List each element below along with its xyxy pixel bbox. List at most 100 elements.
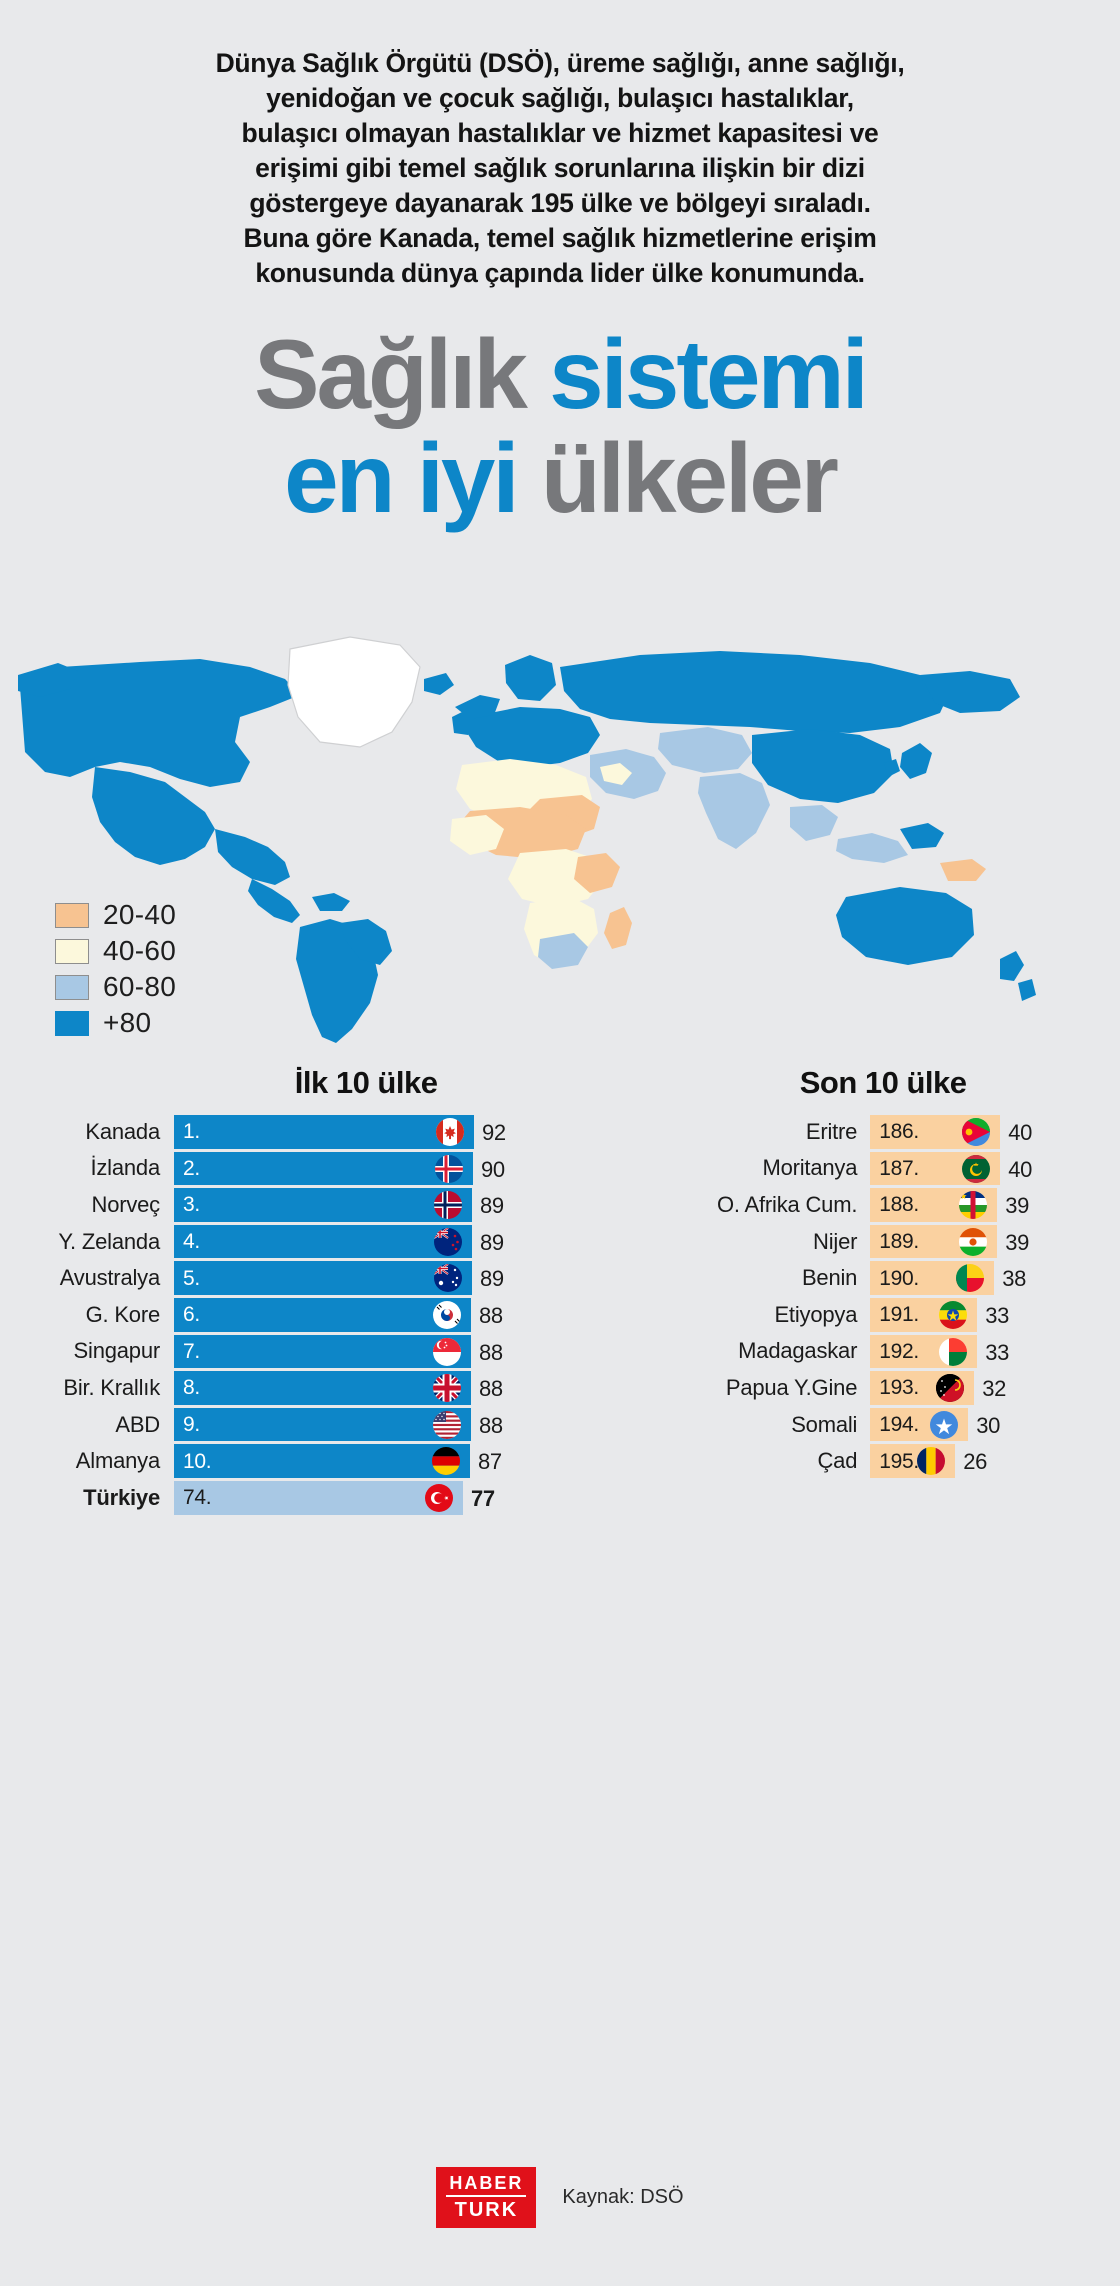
- country-name: Bir. Krallık: [63, 1374, 160, 1400]
- table-row: Benin 190. 38: [650, 1261, 1086, 1295]
- flag-somalia: [930, 1410, 959, 1439]
- bar-area: 74. 77: [174, 1480, 628, 1515]
- score-value: 87: [478, 1449, 502, 1475]
- value-bar: 9.: [174, 1407, 471, 1442]
- country-name: Çad: [817, 1448, 858, 1474]
- chart-panel-top10: İlk 10 ülke Kanada 1. 92 İzlanda 2. 90 Norveç 3…: [34, 1065, 628, 1518]
- bar-area: 194. 30: [870, 1407, 1086, 1442]
- map-legend: 20-40 40-60 60-80 +80: [55, 897, 176, 1041]
- rank-label: 188.: [879, 1193, 919, 1217]
- value-bar: 4.: [174, 1224, 472, 1259]
- score-value: 39: [1005, 1229, 1030, 1255]
- flag-australia: [434, 1264, 462, 1293]
- flag-mauritania: [962, 1154, 991, 1183]
- panel-title-top10: İlk 10 ülke: [294, 1065, 438, 1100]
- bar-area: 191. 33: [870, 1297, 1086, 1332]
- score-value: 88: [479, 1339, 503, 1365]
- rank-label: 190.: [879, 1266, 919, 1290]
- country-name: Moritanya: [762, 1155, 858, 1181]
- table-row: Somali 194. 30: [650, 1407, 1086, 1442]
- flag-uk: [433, 1374, 461, 1403]
- score-value: 88: [479, 1376, 503, 1402]
- panel-title-bottom10: Son 10 ülke: [799, 1065, 967, 1100]
- bar-area: 193. 32: [870, 1371, 1086, 1405]
- bar-area: 186. 40: [870, 1115, 1086, 1149]
- bar-area: 9. 88: [174, 1407, 628, 1442]
- legend-label: 20-40: [103, 899, 177, 930]
- value-bar: 7.: [174, 1334, 471, 1369]
- legend-item-80-plus: +80: [55, 1005, 176, 1041]
- logo-bottom-text: TURK: [454, 2199, 519, 2221]
- legend-item-40-60: 40-60: [55, 933, 176, 969]
- score-value: 88: [479, 1302, 503, 1328]
- table-row: Çad 195. 26: [650, 1444, 1086, 1478]
- country-name: Eritre: [805, 1118, 858, 1144]
- score-value: 92: [482, 1120, 506, 1145]
- bar-area: 189. 39: [870, 1224, 1086, 1259]
- country-name: Benin: [801, 1265, 858, 1291]
- flag-canada: [436, 1118, 464, 1146]
- country-name: Madagaskar: [738, 1338, 858, 1364]
- rank-label: 194.: [879, 1413, 919, 1437]
- chart-rows-top10: Kanada 1. 92 İzlanda 2. 90 Norveç 3. 89 Y. Zeland…: [34, 1115, 628, 1515]
- bar-area: 192. 33: [870, 1334, 1086, 1369]
- score-value: 77: [471, 1485, 495, 1511]
- flag-newzealand: [434, 1227, 462, 1256]
- flag-turkey: [425, 1483, 453, 1512]
- score-value: 89: [480, 1229, 504, 1255]
- flag-norway: [434, 1191, 462, 1220]
- score-value: 89: [480, 1193, 504, 1219]
- chart-rows-bottom10: Eritre 186. 40 Moritanya 187. 40 O. Afrika Cum…: [650, 1115, 1086, 1478]
- chart-panel-bottom10: Son 10 ülke Eritre 186. 40 Moritanya 187. 40 O…: [650, 1065, 1086, 1518]
- bar-area: 195. 26: [870, 1444, 1086, 1478]
- score-value: 89: [480, 1266, 504, 1292]
- flag-southkorea: [433, 1300, 461, 1329]
- value-bar: 6.: [174, 1297, 471, 1332]
- intro-paragraph: Dünya Sağlık Örgütü (DSÖ), üreme sağlığı…: [215, 48, 905, 288]
- rank-label: 1.: [183, 1120, 200, 1144]
- value-bar: 3.: [174, 1188, 472, 1222]
- score-value: 33: [985, 1339, 1010, 1365]
- legend-item-20-40: 20-40: [55, 897, 176, 933]
- country-name: Somali: [791, 1411, 858, 1437]
- country-name: Y. Zelanda: [58, 1228, 160, 1254]
- legend-label: +80: [103, 1007, 152, 1038]
- flag-papuanewguinea: [936, 1374, 965, 1403]
- country-name: Norveç: [91, 1191, 161, 1217]
- bar-area: 3. 89: [174, 1188, 628, 1222]
- footer: HABER TURK Kaynak: DSÖ: [0, 2167, 1120, 2228]
- score-value: 30: [976, 1412, 1001, 1438]
- table-row: Nijer 189. 39: [650, 1224, 1086, 1259]
- bar-area: 4. 89: [174, 1224, 628, 1259]
- source-credit: Kaynak: DSÖ: [562, 2186, 684, 2208]
- table-row: Eritre 186. 40: [650, 1115, 1086, 1149]
- flag-madagascar: [939, 1337, 968, 1366]
- rank-label: 186.: [879, 1120, 919, 1144]
- bar-area: 5. 89: [174, 1261, 628, 1295]
- bar-area: 1. 92: [174, 1115, 628, 1149]
- score-value: 33: [985, 1302, 1010, 1328]
- flag-chad: [917, 1447, 946, 1476]
- legend-swatch-icon: [55, 938, 89, 964]
- table-row: G. Kore 6. 88: [34, 1297, 628, 1332]
- page-title: Sağlık sistemi en iyi ülkeler: [0, 325, 1120, 527]
- flag-niger: [959, 1227, 988, 1256]
- rank-label: 3.: [183, 1193, 200, 1217]
- legend-swatch-icon: [55, 902, 89, 928]
- country-name: Etiyopya: [774, 1301, 858, 1327]
- rank-label: 9.: [183, 1413, 200, 1437]
- flag-germany: [432, 1447, 460, 1476]
- table-row: Singapur 7. 88: [34, 1334, 628, 1369]
- country-name: İzlanda: [90, 1155, 160, 1181]
- table-row: Etiyopya 191. 33: [650, 1297, 1086, 1332]
- rank-label: 192.: [879, 1339, 919, 1363]
- table-row: Bir. Krallık 8. 88: [34, 1371, 628, 1405]
- country-name: G. Kore: [85, 1301, 161, 1327]
- rank-label: 189.: [879, 1230, 919, 1254]
- bar-area: 8. 88: [174, 1371, 628, 1405]
- country-name: Papua Y.Gine: [725, 1374, 858, 1400]
- table-row: Almanya 10. 87: [34, 1444, 628, 1478]
- rank-label: 193.: [879, 1376, 919, 1400]
- value-bar: 10.: [174, 1444, 470, 1478]
- bar-area: 187. 40: [870, 1151, 1086, 1186]
